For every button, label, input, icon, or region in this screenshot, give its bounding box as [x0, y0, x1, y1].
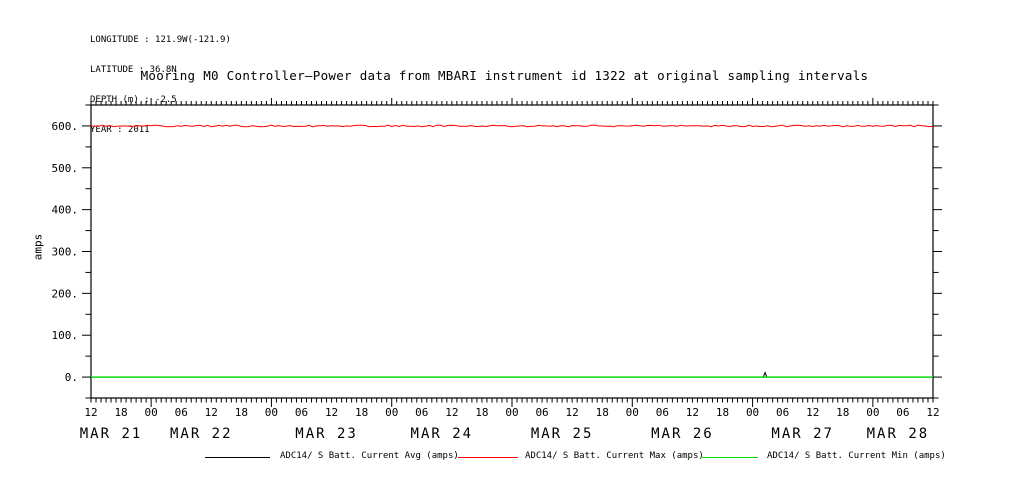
svg-text:MAR 27: MAR 27 — [771, 426, 834, 442]
plot-frame — [90, 104, 934, 399]
svg-text:MAR 22: MAR 22 — [170, 426, 233, 442]
y-tick-labels: 0. 100. 200. 300. 400. 500. 600. — [52, 120, 79, 384]
svg-text:06: 06 — [656, 406, 669, 419]
svg-text:18: 18 — [836, 406, 849, 419]
legend-label-avg: ADC14/ S Batt. Current Avg (amps) — [280, 451, 459, 461]
svg-text:00: 00 — [145, 406, 158, 419]
svg-text:06: 06 — [295, 406, 308, 419]
svg-text:600.: 600. — [52, 120, 79, 133]
legend-label-max: ADC14/ S Batt. Current Max (amps) — [525, 451, 704, 461]
x-hour-labels: 12 18 00 06 12 18 00 06 12 18 00 06 12 18 00 06 12 18 00 06… — [84, 406, 939, 419]
svg-text:18: 18 — [355, 406, 368, 419]
svg-text:18: 18 — [596, 406, 609, 419]
longitude-label: LONGITUDE : 121.9W(-121.9) — [90, 35, 231, 45]
svg-text:12: 12 — [84, 406, 97, 419]
svg-text:12: 12 — [445, 406, 458, 419]
svg-text:00: 00 — [626, 406, 639, 419]
svg-text:12: 12 — [325, 406, 338, 419]
svg-text:MAR 23: MAR 23 — [295, 426, 358, 442]
svg-text:06: 06 — [896, 406, 909, 419]
legend-line-min — [702, 457, 758, 458]
svg-text:100.: 100. — [52, 329, 79, 342]
svg-text:400.: 400. — [52, 204, 79, 217]
series-avg-line — [91, 371, 933, 378]
svg-text:06: 06 — [535, 406, 548, 419]
svg-text:200.: 200. — [52, 287, 79, 300]
svg-text:06: 06 — [776, 406, 789, 419]
svg-text:MAR 25: MAR 25 — [531, 426, 594, 442]
legend-label-min: ADC14/ S Batt. Current Min (amps) — [767, 451, 946, 461]
svg-text:00: 00 — [385, 406, 398, 419]
svg-text:300.: 300. — [52, 246, 79, 259]
svg-text:00: 00 — [746, 406, 759, 419]
svg-text:12: 12 — [926, 406, 939, 419]
svg-text:MAR 24: MAR 24 — [411, 426, 474, 442]
svg-text:06: 06 — [175, 406, 188, 419]
svg-text:18: 18 — [235, 406, 248, 419]
depth-label: DEPTH (m) : -2.5 — [90, 95, 177, 105]
svg-text:06: 06 — [415, 406, 428, 419]
svg-text:18: 18 — [716, 406, 729, 419]
chart-title: Mooring M0 Controller–Power data from MB… — [140, 68, 869, 83]
year-label: YEAR : 2011 — [90, 125, 150, 135]
x-axis-ticks — [90, 98, 934, 407]
svg-text:12: 12 — [205, 406, 218, 419]
svg-text:18: 18 — [114, 406, 127, 419]
metadata-block: LONGITUDE : 121.9W(-121.9) LATITUDE : 36… — [90, 15, 231, 155]
svg-text:500.: 500. — [52, 162, 79, 175]
svg-text:12: 12 — [566, 406, 579, 419]
svg-text:12: 12 — [806, 406, 819, 419]
svg-text:12: 12 — [686, 406, 699, 419]
svg-text:MAR 21: MAR 21 — [80, 426, 143, 442]
x-day-labels: MAR 21 MAR 22 MAR 23 MAR 24 MAR 25 MAR 26 MAR … — [80, 426, 930, 442]
svg-text:MAR 26: MAR 26 — [651, 426, 714, 442]
y-axis-ticks — [82, 104, 942, 399]
svg-text:00: 00 — [866, 406, 879, 419]
legend-line-max — [458, 457, 518, 458]
svg-text:18: 18 — [475, 406, 488, 419]
svg-text:00: 00 — [265, 406, 278, 419]
svg-text:MAR 28: MAR 28 — [867, 426, 930, 442]
latitude-label: LATITUDE : 36.8N — [90, 65, 177, 75]
legend-line-avg — [205, 457, 270, 458]
svg-text:0.: 0. — [65, 371, 78, 384]
svg-text:00: 00 — [505, 406, 518, 419]
series-max-line — [90, 124, 934, 128]
